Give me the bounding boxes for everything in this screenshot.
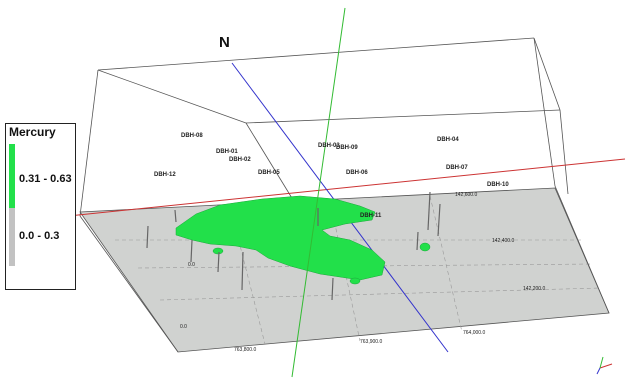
drill-hole-label: DBH-01 (216, 149, 238, 155)
legend: Mercury 0.31 - 0.63 0.0 - 0.3 (5, 123, 76, 290)
drill-hole-label: DBH-10 (487, 182, 509, 188)
vertical-axis (291, 7, 346, 378)
legend-label-low: 0.0 - 0.3 (19, 230, 60, 242)
drill-hole-label: DBH-03 (318, 143, 340, 149)
legend-title: Mercury (9, 125, 56, 139)
coordinate-label: 142,200.0 (523, 286, 546, 292)
drill-hole-label: DBH-02 (229, 157, 251, 163)
legend-label-high: 0.31 - 0.63 (19, 173, 72, 185)
drill-hole-label: DBH-07 (446, 165, 468, 171)
drill-hole-label: DBH-08 (181, 133, 203, 139)
coordinate-label: 0.0 (180, 324, 187, 330)
coordinate-label: 763,900.0 (360, 339, 383, 345)
drill-hole-label: DBH-12 (154, 172, 176, 178)
drill-hole-label: DBH-09 (336, 145, 358, 151)
drill-hole-label: DBH-11 (360, 213, 382, 219)
drill-holes (146, 191, 441, 301)
drill-hole-label: DBH-04 (437, 137, 459, 143)
coordinate-label: 0.0 (188, 262, 195, 268)
legend-swatch-high (9, 144, 15, 208)
axis-gizmo (596, 356, 613, 375)
coordinate-label: 764,000.0 (463, 330, 486, 336)
coordinate-label: 142,400.0 (492, 238, 515, 244)
coordinate-label: 763,800.0 (234, 347, 257, 353)
drill-hole-label: DBH-05 (258, 170, 280, 176)
coordinate-label: 142,600.0 (455, 192, 478, 198)
bounding-box (79, 37, 569, 217)
drill-hole-label: DBH-06 (346, 170, 368, 176)
mercury-orebody[interactable] (175, 195, 431, 285)
legend-swatch-low (9, 208, 15, 266)
east-axis (9, 158, 626, 223)
north-label: N (219, 34, 230, 51)
bounding-box-front (79, 185, 610, 353)
